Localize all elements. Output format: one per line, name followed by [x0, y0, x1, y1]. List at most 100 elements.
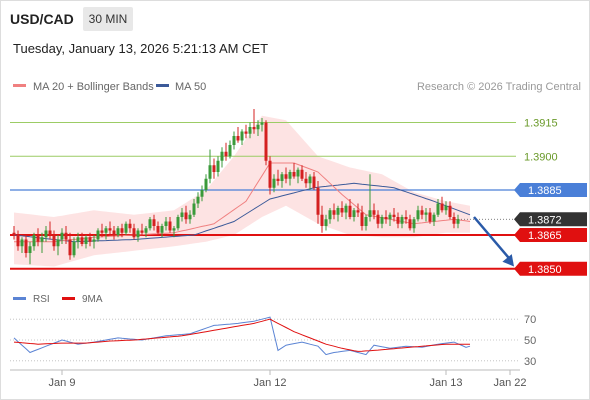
rsi-tick-label: 70	[524, 314, 536, 326]
candle	[68, 232, 72, 260]
candle	[256, 120, 260, 136]
candle	[452, 212, 456, 229]
candle	[236, 127, 240, 143]
candle	[104, 226, 108, 240]
candle	[188, 210, 192, 224]
candle	[348, 199, 352, 220]
candle	[420, 205, 424, 220]
candle	[368, 174, 372, 222]
ma9-legend-swatch	[62, 297, 75, 300]
x-axis-ticks: Jan 9 Jan 12 Jan 13 Jan 22	[49, 370, 527, 389]
rsi-line	[13, 316, 471, 356]
candle	[280, 172, 284, 188]
candle	[84, 235, 88, 249]
candle	[160, 223, 164, 238]
candle	[408, 214, 412, 231]
price-level-labels: 1.3915 1.3900 1.3885 1.3872 1.3865 1.3850	[514, 118, 587, 276]
candle	[72, 237, 76, 258]
candle	[448, 201, 452, 220]
x-tick-label: Jan 12	[253, 377, 286, 389]
candle	[80, 232, 84, 247]
candle	[24, 235, 28, 258]
forecast-arrow-shaft	[473, 216, 512, 262]
candle	[176, 214, 180, 231]
rsi-tick-label: 50	[524, 335, 536, 347]
candle	[264, 120, 268, 166]
candle	[276, 169, 280, 186]
credit-label: Research © 2026 Trading Central	[417, 81, 581, 93]
candle	[148, 217, 152, 231]
candle	[324, 214, 328, 231]
candle	[252, 109, 256, 134]
level-label-resistance: 1.3900	[524, 151, 558, 163]
candle	[316, 181, 320, 224]
candle	[220, 147, 224, 168]
ma9-legend-label: 9MA	[82, 294, 103, 305]
level-tag-pivot	[514, 183, 587, 197]
candle	[116, 226, 120, 238]
candle	[112, 226, 116, 240]
candle	[360, 205, 364, 231]
timeframe-label: 30 MIN	[89, 12, 128, 26]
candle	[308, 174, 312, 190]
rsi-tick-label: 30	[524, 356, 536, 368]
candle	[212, 158, 216, 179]
candle	[340, 201, 344, 217]
candle	[352, 208, 356, 222]
candle	[48, 221, 52, 240]
candle	[304, 172, 308, 188]
candle	[296, 167, 300, 184]
candle	[120, 223, 124, 238]
candle	[240, 129, 244, 145]
candle	[432, 212, 436, 226]
candle	[64, 226, 68, 244]
rsi-panel: 70 50 30	[10, 314, 536, 368]
candle	[60, 228, 64, 244]
ma50-legend-swatch	[156, 84, 169, 87]
candle	[364, 214, 368, 231]
timeframe-badge[interactable]	[83, 7, 133, 31]
candle	[384, 210, 388, 224]
candle	[328, 208, 332, 224]
candle	[456, 214, 460, 229]
bollinger-bands	[14, 115, 470, 267]
candle	[16, 230, 20, 251]
candle	[180, 208, 184, 222]
candle	[96, 228, 100, 242]
x-tick-label: Jan 22	[493, 377, 526, 389]
candle	[268, 156, 272, 195]
candle	[224, 142, 228, 161]
candle	[196, 192, 200, 208]
forecast-arrow-head	[502, 254, 514, 267]
candle	[52, 230, 56, 251]
candlesticks	[12, 109, 460, 265]
symbol-title: USD/CAD	[10, 11, 74, 27]
level-label-last: 1.3872	[528, 214, 562, 226]
candle	[312, 172, 316, 190]
level-label-pivot: 1.3885	[528, 185, 562, 197]
candle	[144, 226, 148, 238]
level-label-support: 1.3850	[528, 264, 562, 276]
candle	[400, 214, 404, 229]
candle	[396, 212, 400, 229]
rsi-ma9-line	[13, 318, 470, 352]
candle	[44, 226, 48, 242]
candle	[156, 221, 160, 235]
candle	[192, 199, 196, 217]
level-label-resistance: 1.3915	[524, 118, 558, 130]
candle	[56, 235, 60, 256]
candle	[356, 203, 360, 217]
candle	[248, 122, 252, 139]
candle	[12, 226, 16, 240]
candle	[172, 226, 176, 238]
candle	[36, 228, 40, 247]
candle	[376, 210, 380, 229]
candle	[300, 165, 304, 181]
candle	[124, 221, 128, 235]
candle	[440, 196, 444, 213]
candle	[232, 131, 236, 150]
candle	[76, 232, 80, 249]
candle	[444, 201, 448, 215]
candle	[272, 174, 276, 193]
candle	[228, 140, 232, 159]
